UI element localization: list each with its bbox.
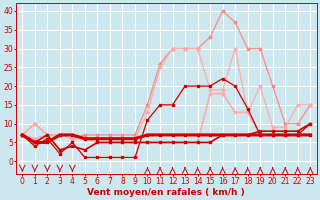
X-axis label: Vent moyen/en rafales ( km/h ): Vent moyen/en rafales ( km/h ) bbox=[87, 188, 245, 197]
